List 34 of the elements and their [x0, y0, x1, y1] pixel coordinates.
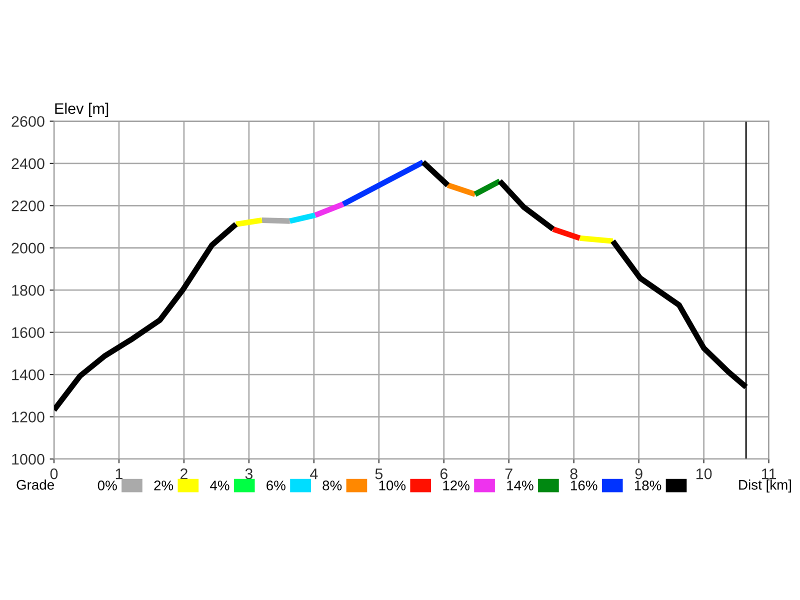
legend-label: 14% — [507, 480, 534, 490]
x-tick-label: 10 — [696, 468, 712, 480]
y-tick-label: 2000 — [12, 242, 44, 254]
legend-label: 4% — [210, 480, 230, 490]
x-tick-label: 11 — [762, 468, 776, 480]
y-tick-label: 2600 — [12, 116, 44, 127]
legend-label: 10% — [379, 480, 406, 490]
x-tick-label: 2 — [180, 468, 188, 480]
y-axis-title: Elev [m] — [55, 102, 108, 117]
y-tick-label: 1400 — [12, 369, 44, 380]
legend-label: 2% — [154, 480, 174, 490]
y-tick-label: 2400 — [12, 158, 44, 170]
legend-title: Grade — [16, 480, 54, 490]
x-tick-label: 4 — [310, 468, 318, 480]
y-tick-label: 1000 — [12, 454, 44, 465]
y-tick-label: 1600 — [12, 327, 44, 338]
x-tick-label: 5 — [375, 468, 383, 480]
legend-label: 6% — [266, 480, 286, 490]
x-axis-title: Dist [km] — [739, 480, 792, 492]
x-tick-label: 9 — [635, 468, 642, 480]
legend-label: 16% — [571, 480, 598, 490]
x-tick-label: 8 — [570, 468, 578, 480]
x-tick-label: 1 — [116, 468, 122, 480]
x-tick-label: 0 — [50, 468, 58, 480]
x-tick-label: 7 — [505, 468, 512, 480]
x-tick-label: 3 — [245, 468, 253, 480]
legend-label: 18% — [634, 480, 662, 490]
y-tick-label: 2200 — [12, 200, 44, 212]
x-tick-label: 6 — [440, 468, 448, 480]
legend-label: 12% — [443, 480, 470, 490]
y-tick-label: 1200 — [12, 412, 44, 422]
y-tick-label: 1800 — [12, 284, 44, 296]
legend-label: 8% — [322, 480, 342, 490]
legend-label: 0% — [98, 480, 117, 490]
